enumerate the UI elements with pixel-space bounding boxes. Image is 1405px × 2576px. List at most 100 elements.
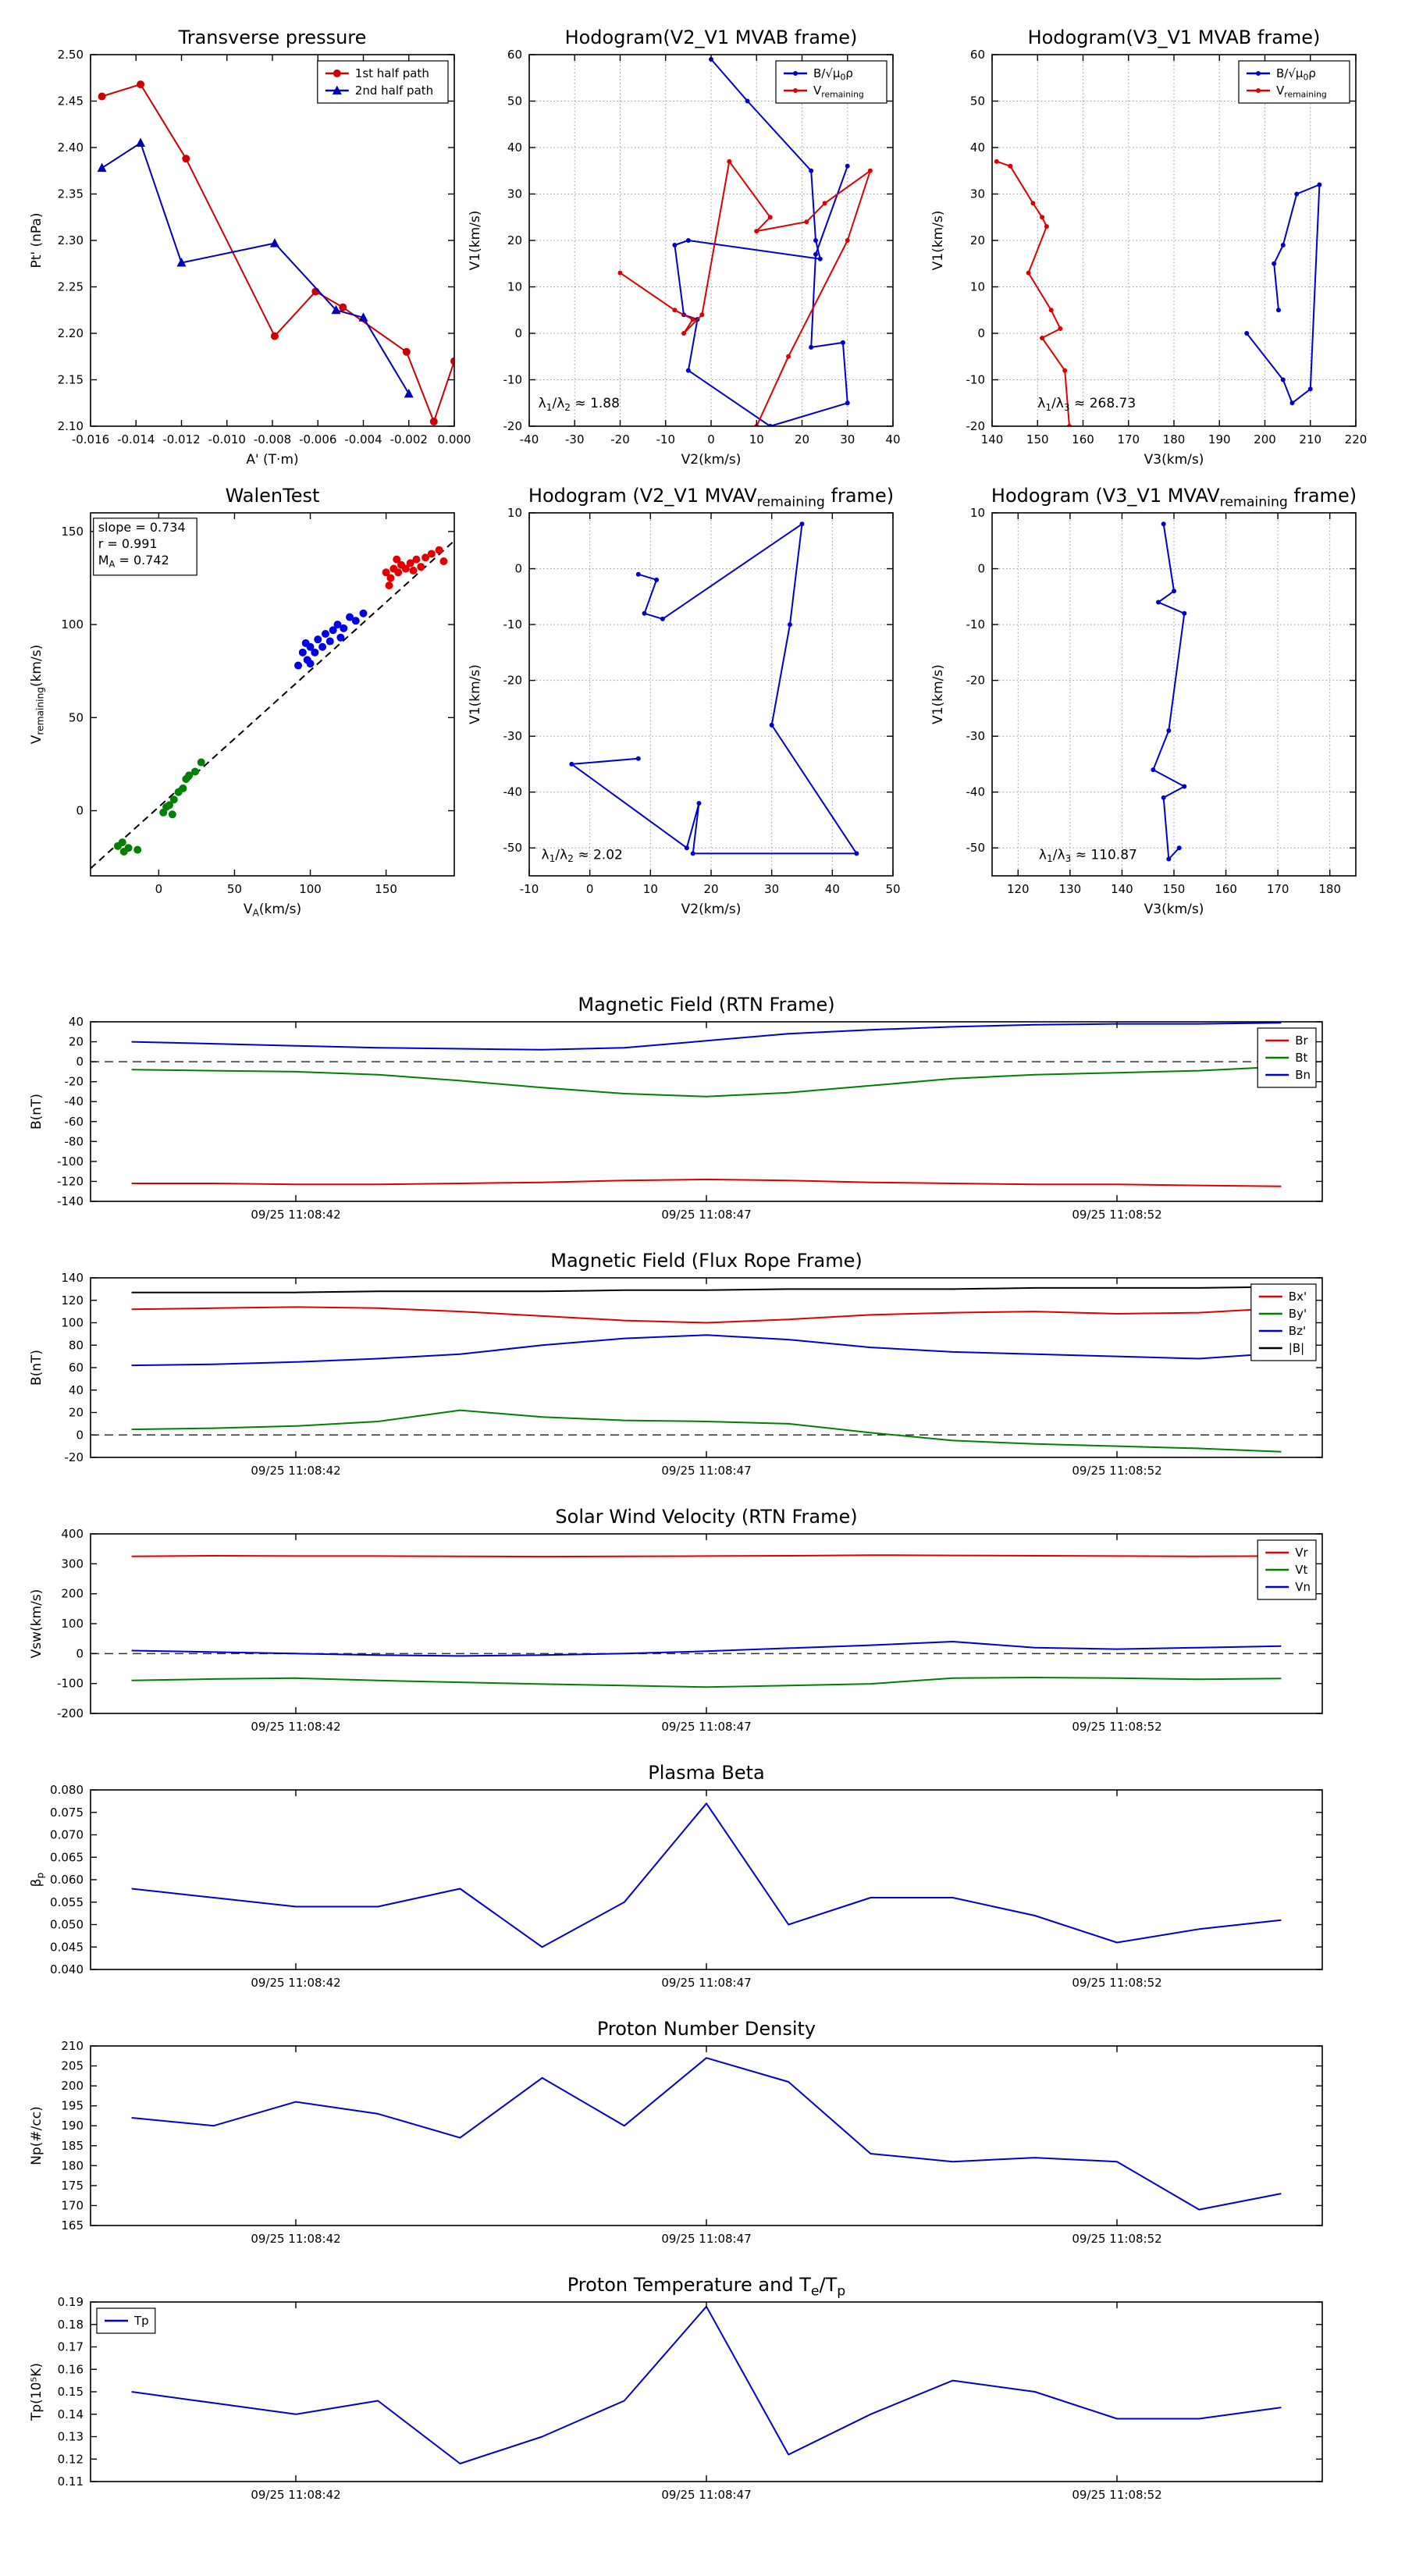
svg-text:0: 0: [76, 804, 84, 818]
svg-text:160: 160: [1215, 882, 1237, 896]
grid: [528, 54, 894, 427]
series-Vremaining: [619, 160, 871, 426]
svg-text:-0.016: -0.016: [72, 432, 109, 447]
axes-frame: [528, 512, 894, 877]
svg-text:195: 195: [61, 2099, 84, 2113]
series-|B|: [131, 1286, 1282, 1293]
legend: Tp: [96, 2307, 156, 2334]
svg-text:B(nT): B(nT): [29, 1350, 44, 1386]
svg-text:0.060: 0.060: [50, 1873, 84, 1887]
svg-text:185: 185: [61, 2139, 84, 2153]
svg-text:0: 0: [76, 1055, 84, 1069]
svg-text:2.35: 2.35: [58, 187, 84, 201]
svg-text:0.11: 0.11: [58, 2475, 84, 2489]
svg-text:Hodogram(V3_V1 MVAB frame): Hodogram(V3_V1 MVAB frame): [1028, 27, 1321, 48]
legend: Vr Vt Vn: [1257, 1539, 1317, 1600]
svg-text:150: 150: [1163, 882, 1186, 896]
svg-text:-0.004: -0.004: [344, 432, 382, 447]
series-group: [569, 521, 859, 856]
svg-text:VA(km/s): VA(km/s): [244, 902, 301, 919]
svg-text:200: 200: [61, 2079, 84, 2093]
svg-text:2.20: 2.20: [58, 326, 84, 340]
svg-text:-20: -20: [966, 419, 986, 433]
svg-text:30: 30: [507, 187, 522, 201]
svg-text:-20: -20: [610, 432, 630, 447]
series-group: [617, 56, 873, 426]
svg-text:-40: -40: [65, 1094, 84, 1108]
svg-text:09/25 11:08:42: 09/25 11:08:42: [251, 2488, 340, 2502]
svg-text:V1(km/s): V1(km/s): [468, 664, 483, 724]
svg-text:-50: -50: [966, 841, 986, 855]
svg-text:0.050: 0.050: [50, 1918, 84, 1932]
svg-text:-0.010: -0.010: [208, 432, 246, 447]
svg-text:220: 220: [1345, 432, 1368, 447]
svg-text:Vremaining: Vremaining: [813, 84, 864, 99]
svg-text:Pt' (nPa): Pt' (nPa): [29, 213, 44, 269]
svg-text:Tp: Tp: [133, 2314, 149, 2328]
svg-text:λ1/λ2 ≈ 1.88: λ1/λ2 ≈ 1.88: [539, 396, 620, 413]
svg-text:09/25 11:08:47: 09/25 11:08:47: [661, 1464, 751, 1478]
series-group: [131, 1286, 1282, 1453]
svg-text:0.13: 0.13: [58, 2430, 84, 2444]
svg-text:20: 20: [507, 233, 522, 247]
svg-text:-60: -60: [65, 1115, 84, 1129]
svg-text:Plasma Beta: Plasma Beta: [648, 1762, 764, 1784]
svg-text:170: 170: [1117, 432, 1140, 447]
svg-text:0.080: 0.080: [50, 1783, 84, 1797]
svg-text:Vr: Vr: [1295, 1546, 1308, 1560]
svg-text:-10: -10: [966, 373, 986, 387]
axes-frame: [90, 54, 455, 427]
svg-text:60: 60: [970, 48, 985, 62]
svg-text:2.15: 2.15: [58, 373, 84, 387]
svg-text:0: 0: [977, 562, 985, 576]
svg-text:2.40: 2.40: [58, 141, 84, 155]
svg-text:-0.012: -0.012: [162, 432, 200, 447]
svg-text:09/25 11:08:47: 09/25 11:08:47: [661, 1720, 751, 1734]
svg-text:Bx': Bx': [1289, 1290, 1307, 1304]
svg-text:09/25 11:08:52: 09/25 11:08:52: [1072, 2488, 1161, 2502]
svg-text:Proton Temperature and Te/Tp: Proton Temperature and Te/Tp: [567, 2274, 846, 2299]
panel-transverse-pressure: -0.016 -0.014 -0.012 -0.010 -0.008 -0.006 -0.0…: [29, 27, 471, 468]
svg-text:100: 100: [61, 617, 84, 632]
svg-text:210: 210: [1299, 432, 1321, 447]
panel-hodogram-v3v1-mvav: 120 130 140 150 160 170 180 -50 -40 -30 -20 -10 0 10 H…: [930, 485, 1357, 917]
svg-text:20: 20: [795, 432, 809, 447]
svg-text:40: 40: [69, 1383, 84, 1397]
svg-text:0.055: 0.055: [50, 1895, 84, 1909]
svg-text:-0.002: -0.002: [390, 432, 428, 447]
svg-text:MA = 0.742: MA = 0.742: [98, 553, 169, 570]
svg-text:09/25 11:08:52: 09/25 11:08:52: [1072, 1208, 1161, 1222]
series-Bt: [131, 1066, 1282, 1098]
legend: B/√μ0ρ Vremaining: [1238, 60, 1350, 104]
svg-text:150: 150: [375, 882, 397, 896]
svg-text:0: 0: [514, 326, 522, 340]
svg-text:120: 120: [61, 1293, 84, 1308]
series-group: [131, 2305, 1282, 2464]
svg-text:10: 10: [643, 882, 658, 896]
svg-text:165: 165: [61, 2218, 84, 2233]
svg-text:400: 400: [61, 1527, 84, 1541]
axes-frame: [90, 1789, 1323, 1970]
series-line: [131, 2057, 1282, 2211]
svg-text:09/25 11:08:47: 09/25 11:08:47: [661, 1976, 751, 1990]
axes-frame: [90, 2045, 1323, 2226]
svg-text:0.000: 0.000: [438, 432, 471, 447]
legend: Br Bt Bn: [1257, 1027, 1317, 1088]
svg-text:09/25 11:08:47: 09/25 11:08:47: [661, 2232, 751, 2246]
svg-text:Bt: Bt: [1295, 1051, 1307, 1065]
svg-text:300: 300: [61, 1557, 84, 1571]
svg-text:Hodogram (V2_V1 MVAVremaining: Hodogram (V2_V1 MVAVremaining frame): [528, 485, 894, 510]
panel-hodogram-v3v1-mvab: 140 150 160 170 180 190 200 210 220 -20 -10 0 10 20 30…: [930, 27, 1367, 468]
svg-text:09/25 11:08:47: 09/25 11:08:47: [661, 1208, 751, 1222]
svg-text:0: 0: [76, 1646, 84, 1660]
series-line: [1152, 524, 1186, 860]
svg-text:|B|: |B|: [1289, 1341, 1304, 1355]
svg-text:09/25 11:08:42: 09/25 11:08:42: [251, 1464, 340, 1478]
svg-text:Np(#/cc): Np(#/cc): [29, 2106, 44, 2165]
svg-text:0.070: 0.070: [50, 1828, 84, 1842]
svg-text:λ1/λ3 ≈ 110.87: λ1/λ3 ≈ 110.87: [1039, 848, 1137, 865]
series-Tp: [131, 2305, 1282, 2464]
svg-text:09/25 11:08:52: 09/25 11:08:52: [1072, 1720, 1161, 1734]
series-group: [131, 1802, 1282, 1948]
